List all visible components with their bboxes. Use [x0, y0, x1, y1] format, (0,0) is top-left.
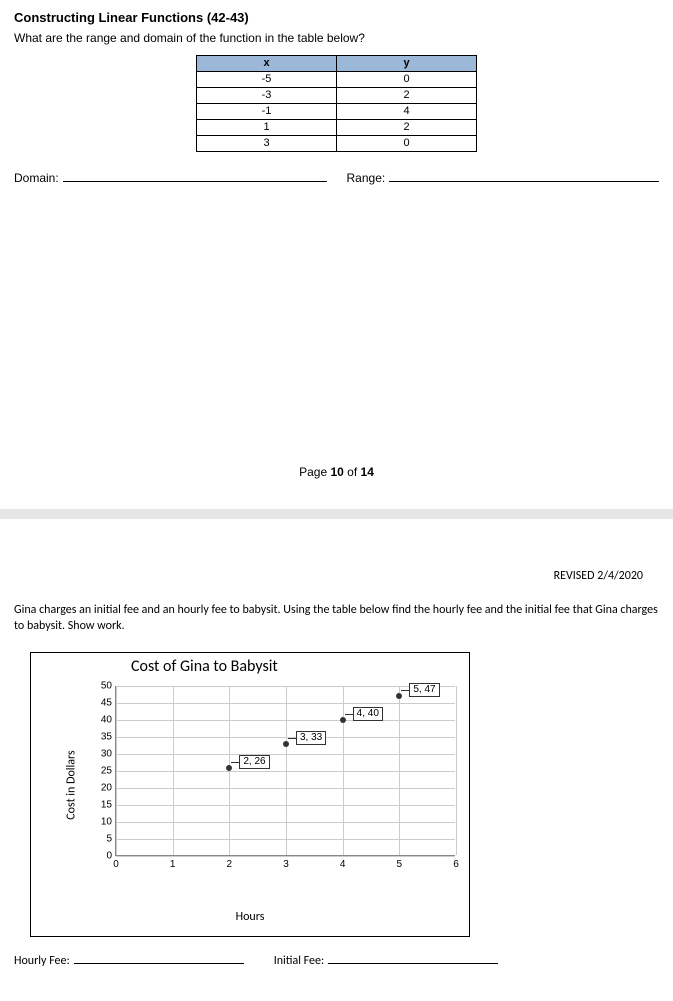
range-blank[interactable] [389, 168, 659, 182]
table-row: -14 [197, 104, 477, 120]
hourly-fee-label: Hourly Fee: [14, 954, 70, 968]
data-point-label: 3, 33 [296, 731, 326, 745]
hourly-fee-blank[interactable] [74, 951, 244, 964]
gridline-v [286, 686, 287, 855]
data-point-label: 2, 26 [239, 755, 269, 769]
gridline-v [116, 686, 117, 855]
table-row: 12 [197, 120, 477, 136]
y-tick-label: 30 [101, 749, 116, 760]
y-tick-label: 20 [101, 783, 116, 794]
hourly-fee-field: Hourly Fee: [14, 951, 244, 968]
word-problem: Gina charges an initial fee and an hourl… [0, 603, 673, 634]
y-tick-label: 40 [101, 715, 116, 726]
range-label: Range: [347, 171, 386, 185]
gridline-v [456, 686, 457, 855]
x-tick-label: 4 [340, 855, 346, 870]
page-divider [0, 509, 673, 519]
y-tick-label: 25 [101, 766, 116, 777]
chart-container: Cost of Gina to Babysit Cost in Dollars … [30, 652, 470, 937]
y-axis-label: Cost in Dollars [65, 750, 79, 819]
revised-date: REVISED 2/4/2020 [0, 519, 673, 603]
x-tick-label: 3 [283, 855, 289, 870]
page-number: Page 10 of 14 [14, 465, 659, 479]
plot-area: Cost in Dollars 051015202530354045500123… [91, 680, 459, 890]
data-point [396, 693, 402, 699]
x-tick-label: 2 [227, 855, 233, 870]
x-tick-label: 5 [397, 855, 403, 870]
data-point-label: 4, 40 [353, 707, 383, 721]
y-tick-label: 10 [101, 817, 116, 828]
y-tick-label: 15 [101, 800, 116, 811]
gridline-v [173, 686, 174, 855]
domain-label: Domain: [14, 171, 59, 185]
table-header-x: x [197, 56, 337, 72]
table-header-y: y [337, 56, 477, 72]
x-tick-label: 1 [170, 855, 176, 870]
data-point [283, 741, 289, 747]
range-answer: Range: [347, 168, 660, 185]
y-tick-label: 5 [106, 834, 116, 845]
domain-blank[interactable] [63, 168, 327, 182]
data-point-label: 5, 47 [409, 683, 439, 697]
question-prompt: What are the range and domain of the fun… [14, 31, 659, 45]
initial-fee-field: Initial Fee: [274, 951, 498, 968]
x-tick-label: 0 [113, 855, 119, 870]
initial-fee-label: Initial Fee: [274, 954, 324, 968]
y-tick-label: 50 [101, 681, 116, 692]
initial-fee-blank[interactable] [328, 951, 498, 964]
gridline-v [343, 686, 344, 855]
chart-grid: 0510152025303540455001234562, 263, 334, … [115, 686, 455, 856]
gridline-v [399, 686, 400, 855]
data-point [340, 717, 346, 723]
y-tick-label: 35 [101, 732, 116, 743]
data-point [226, 765, 232, 771]
table-row: -50 [197, 72, 477, 88]
table-row: -32 [197, 88, 477, 104]
x-tick-label: 6 [453, 855, 459, 870]
table-row: 30 [197, 136, 477, 152]
domain-answer: Domain: [14, 168, 327, 185]
y-tick-label: 45 [101, 698, 116, 709]
chart-title: Cost of Gina to Babysit [131, 657, 469, 676]
section-title: Constructing Linear Functions (42-43) [14, 10, 659, 25]
x-axis-label: Hours [31, 910, 469, 924]
function-table: x y -50 -32 -14 12 30 [196, 55, 477, 152]
